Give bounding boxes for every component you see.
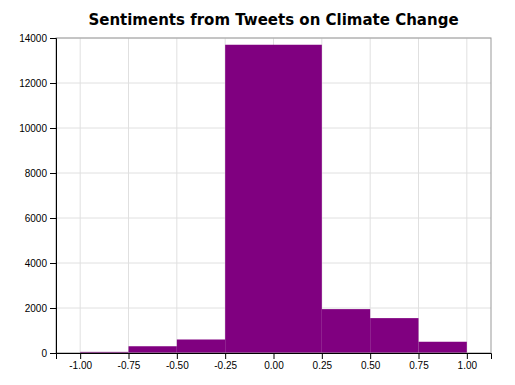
x-axis-tick: 0.75	[409, 353, 429, 371]
y-axis-tick-label: 12000	[19, 78, 47, 89]
bar	[129, 346, 177, 353]
x-axis-tick-label: 1.00	[458, 360, 478, 371]
x-grid-line	[176, 38, 177, 353]
chart: -1.00 -0.75 -0.50 -0.25 0.00 0.25 0.50 0.75 1.00…	[0, 0, 515, 385]
x-axis-tick: 0.25	[313, 353, 333, 371]
bars	[80, 45, 467, 353]
x-axis-tick: 0.00	[264, 353, 284, 371]
y-axis-tick-label: 6000	[25, 213, 48, 224]
x-axis-tick-mark	[225, 353, 226, 359]
x-axis-tick: 0.50	[361, 353, 381, 371]
y-axis-tick: 2000	[25, 303, 56, 314]
x-axis-tick-label: -1.00	[69, 360, 92, 371]
x-axis-tick-mark	[177, 353, 178, 359]
x-axis-tick-mark	[129, 353, 130, 359]
x-axis-tick-mark	[274, 353, 275, 359]
y-axis-tick-mark	[50, 353, 56, 354]
x-grid-line	[466, 38, 467, 353]
x-axis-tick-mark	[80, 353, 81, 359]
x-axis-tick-label: -0.50	[166, 360, 189, 371]
y-axis: 0 2000 4000 6000 8000 10000 12000 14000	[19, 33, 56, 359]
x-axis-tick-mark	[322, 353, 323, 359]
x-grid-line	[370, 38, 371, 353]
plot: -1.00 -0.75 -0.50 -0.25 0.00 0.25 0.50 0.75 1.00…	[19, 33, 491, 371]
y-axis-tick-mark	[50, 308, 56, 309]
x-grid-line	[128, 38, 129, 353]
x-grid-line	[418, 38, 419, 353]
y-axis-tick-label: 0	[41, 348, 47, 359]
y-axis-tick: 10000	[19, 123, 56, 134]
bar	[225, 45, 322, 353]
y-axis-tick-mark	[50, 263, 56, 264]
grid	[56, 38, 491, 353]
x-axis-tick: -1.00	[69, 353, 92, 371]
x-axis-tick-label: 0.75	[409, 360, 429, 371]
y-axis-tick: 6000	[25, 213, 56, 224]
y-axis-tick: 8000	[25, 168, 56, 179]
x-axis-tick: -0.50	[166, 353, 189, 371]
x-grid-line	[80, 38, 81, 353]
x-axis-tick-mark	[370, 353, 371, 359]
bar	[322, 309, 370, 353]
y-axis-tick-label: 4000	[25, 258, 48, 269]
x-axis-tick-label: 0.00	[264, 360, 284, 371]
bar	[419, 342, 467, 353]
x-axis: -1.00 -0.75 -0.50 -0.25 0.00 0.25 0.50 0.75 1.00	[57, 353, 492, 371]
y-axis-tick-label: 14000	[19, 33, 47, 44]
x-axis-tick-label: 0.25	[313, 360, 333, 371]
y-axis-tick-label: 8000	[25, 168, 48, 179]
y-axis-tick-mark	[50, 128, 56, 129]
y-axis-tick-mark	[50, 218, 56, 219]
y-axis-tick: 14000	[19, 33, 56, 44]
x-axis-tick: -0.75	[118, 353, 141, 371]
y-axis-tick-mark	[50, 38, 56, 39]
y-axis-tick: 0	[41, 348, 56, 359]
y-axis-tick: 4000	[25, 258, 56, 269]
y-axis-tick-mark	[50, 83, 56, 84]
plot-frame	[56, 38, 491, 353]
y-axis-tick-label: 2000	[25, 303, 48, 314]
bar	[177, 340, 225, 354]
x-axis-tick-label: -0.25	[214, 360, 237, 371]
x-axis-tick: 1.00	[458, 353, 478, 371]
x-axis-line	[57, 354, 492, 360]
y-axis-line	[50, 39, 57, 354]
y-axis-tick: 12000	[19, 78, 56, 89]
y-axis-tick-label: 10000	[19, 123, 47, 134]
y-axis-tick-mark	[50, 173, 56, 174]
x-axis-tick: -0.25	[214, 353, 237, 371]
x-axis-tick-label: -0.75	[118, 360, 141, 371]
title: Sentiments from Tweets on Climate Change	[88, 11, 458, 29]
bar	[370, 318, 418, 353]
x-axis-tick-mark	[467, 353, 468, 359]
x-axis-tick-label: 0.50	[361, 360, 381, 371]
x-axis-tick-mark	[419, 353, 420, 359]
